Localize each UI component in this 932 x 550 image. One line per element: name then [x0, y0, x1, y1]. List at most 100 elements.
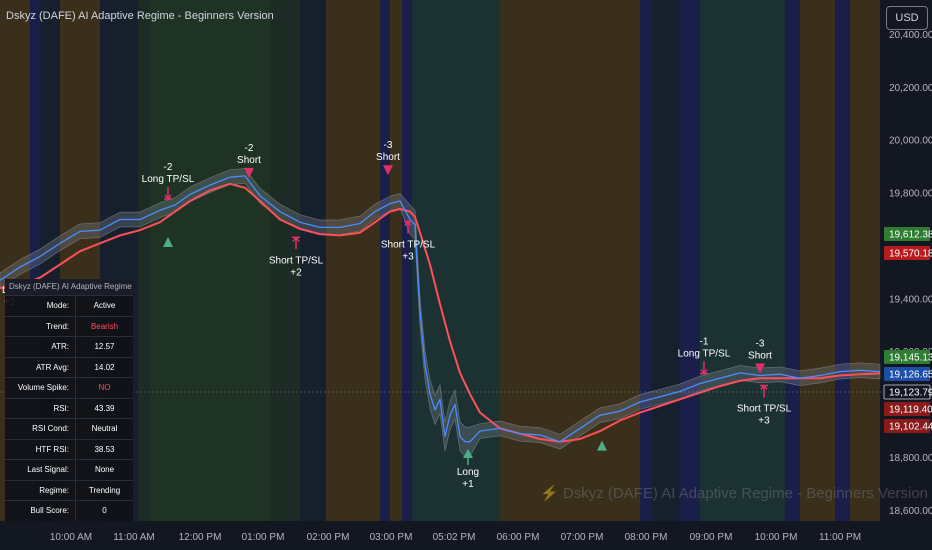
stats-row: Volume Spike: NO [5, 377, 133, 398]
regime-band [270, 0, 300, 521]
stats-key: Bull Score: [30, 506, 69, 515]
regime-band [785, 0, 800, 521]
regime-band [835, 0, 850, 521]
y-tick-label: 18,800.00 [889, 453, 932, 464]
price-label: 19,123.79 [889, 388, 932, 399]
series-line [0, 175, 881, 443]
stats-panel: Dskyz (DAFE) AI Adaptive Regime Mode: Act… [5, 279, 133, 521]
lightning-icon: ⚡ [540, 485, 563, 502]
watermark-text: Dskyz (DAFE) AI Adaptive Regime - Beginn… [562, 485, 929, 502]
buy-triangle-marker [163, 237, 173, 248]
stats-row: HTF RSI: 38.53 [5, 438, 133, 459]
stats-key: ATR: [51, 342, 69, 351]
signal-count: +1 [462, 479, 474, 490]
stats-value: 43.39 [75, 398, 133, 418]
signal-count: +3 [758, 415, 770, 426]
signal-label: Long TP/SL [678, 349, 731, 360]
stats-key: Mode: [46, 301, 69, 310]
stats-key: RSI Cond: [32, 424, 69, 433]
stats-row: ATR: 12.57 [5, 336, 133, 357]
price-label-box [884, 402, 930, 416]
stats-row: Regime: Trending [5, 479, 133, 500]
x-axis: 10:00 AM 11:00 AM 12:00 PM 01:00 PM 02:00 PM… [50, 532, 861, 543]
stats-panel-header: Dskyz (DAFE) AI Adaptive Regime [5, 279, 133, 295]
price-label: 19,612.38 [889, 230, 932, 241]
signal-label: Short TP/SL [381, 240, 436, 251]
signal-label: Short [748, 351, 772, 362]
stats-row: RSI: 43.39 [5, 397, 133, 418]
stats-value: Neutral [75, 419, 133, 439]
signal-label: Short [237, 155, 261, 166]
x-tick-label: 11:00 AM [113, 532, 155, 543]
exit-signal-marker [164, 186, 172, 201]
regime-band [30, 0, 40, 521]
x-tick-label: 03:00 PM [370, 532, 413, 543]
signal-count: -2 [245, 143, 254, 154]
stats-row: ATR Avg: 14.02 [5, 356, 133, 377]
stats-value: Trending [75, 480, 133, 500]
stats-key: Volume Spike: [17, 383, 69, 392]
stats-value: 12.57 [75, 337, 133, 357]
regime-band [680, 0, 700, 521]
price-label: 19,126.65 [889, 370, 932, 381]
stats-row: Last Signal: None [5, 459, 133, 480]
stats-value: NO [75, 378, 133, 398]
signal-count: -1 [700, 337, 709, 348]
signal-label: Short TP/SL [269, 255, 324, 266]
y-tick-label: 18,600.00 [889, 506, 932, 517]
x-tick-label: 09:00 PM [690, 532, 733, 543]
exit-signal-marker [700, 361, 708, 375]
price-label: 19,102.44 [889, 422, 932, 433]
stats-key: Regime: [39, 485, 69, 495]
x-axis-background [0, 521, 932, 550]
stats-row: Bull Score: 0 [5, 500, 133, 521]
x-tick-label: 12:00 PM [179, 532, 222, 543]
y-tick-label: 20,200.00 [889, 83, 932, 94]
stats-row: Trend: Bearish [5, 315, 133, 336]
regime-band [326, 0, 380, 521]
indicator-title: Dskyz (DAFE) AI Adaptive Regime - Beginn… [6, 10, 274, 22]
series-lines [0, 175, 882, 443]
x-tick-label: 07:00 PM [561, 532, 604, 543]
price-label-box [884, 367, 930, 381]
regime-band [700, 0, 785, 521]
x-tick-label: 10:00 AM [50, 532, 92, 543]
buy-triangle-marker [597, 440, 607, 451]
short-signal-marker [244, 167, 254, 178]
stats-key: Last Signal: [27, 465, 69, 474]
regime-band [640, 0, 652, 521]
signal-count: -2 [164, 162, 173, 173]
price-label: 19,570.18 [889, 249, 932, 260]
y-tick-label: 20,000.00 [889, 136, 932, 147]
stats-value: 0 [75, 501, 133, 521]
regime-band [390, 0, 402, 521]
y-axis-background [882, 0, 932, 550]
y-tick-label: 19,400.00 [889, 294, 932, 305]
x-tick-label: 08:00 PM [625, 532, 668, 543]
regime-band [150, 0, 270, 521]
signal-label: Short TP/SL [737, 403, 792, 414]
y-axis: 20,400.00 20,200.00 20,000.00 19,800.00 19,4… [883, 30, 932, 517]
y-tick-label: 20,400.00 [889, 30, 932, 41]
signal-label: Short [376, 152, 400, 163]
regime-band [800, 0, 835, 521]
y-tick-label: 19,800.00 [889, 189, 932, 200]
currency-button[interactable]: USD [886, 6, 928, 30]
watermark: ⚡ Dskyz (DAFE) AI Adaptive Regime - Begi… [540, 484, 928, 502]
stats-value: Bearish [75, 316, 133, 336]
price-label: 19,119.40 [889, 405, 932, 416]
stats-key: Trend: [46, 321, 69, 331]
price-label-box [883, 384, 931, 400]
exit-signal-marker [404, 220, 412, 234]
stats-key: HTF RSI: [35, 444, 69, 454]
signal-count: -3 [384, 140, 393, 151]
x-tick-label: 06:00 PM [497, 532, 540, 543]
x-tick-label: 02:00 PM [307, 532, 350, 543]
signal-count: +2 [290, 267, 302, 278]
short-signal-marker [755, 363, 765, 374]
price-label-box [884, 350, 930, 364]
